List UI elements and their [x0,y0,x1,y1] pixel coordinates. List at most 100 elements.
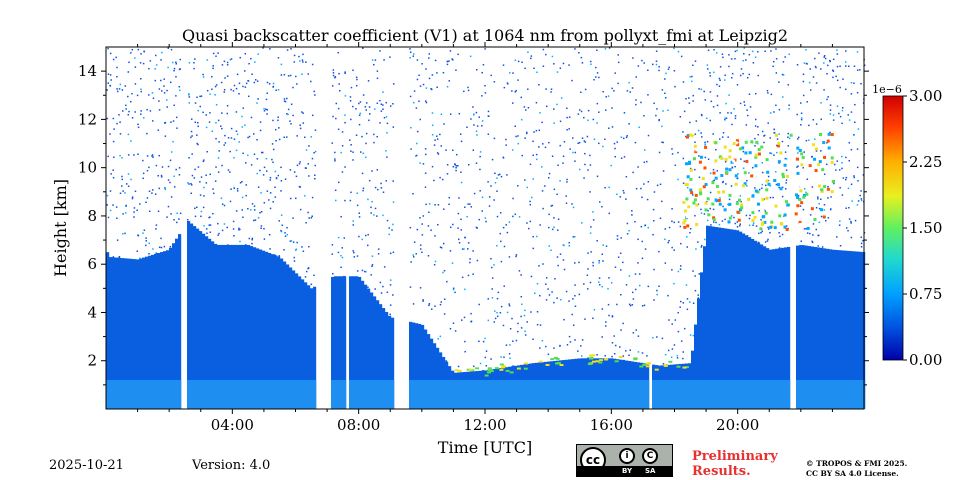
heatmap-noise-pixel [832,70,835,72]
heatmap-noise-pixel [700,244,703,247]
heatmap-noise-pixel [557,164,559,167]
heatmap-noise-pixel [272,148,275,151]
heatmap-noise-pixel [449,113,452,115]
heatmap-noise-pixel [221,127,223,130]
heatmap-noise-pixel [116,88,118,90]
heatmap-surface-layer [445,380,449,409]
heatmap-noise-pixel [446,60,449,63]
heatmap-surface-layer [229,380,233,409]
heatmap-noise-pixel [581,339,584,341]
heatmap-noise-pixel [860,236,862,239]
heatmap-surface-layer [607,380,611,409]
heatmap-noise-pixel [845,65,847,67]
heatmap-surface-layer [679,380,683,409]
heatmap-noise-pixel [626,135,628,137]
heatmap-noise-pixel [559,180,561,182]
heatmap-noise-pixel [472,106,474,108]
heatmap-noise-pixel [212,52,215,55]
heatmap-noise-pixel [379,281,382,284]
heatmap-noise-pixel [538,83,540,86]
cirrus-pixel [765,196,769,200]
heatmap-noise-pixel [601,336,603,338]
cirrus-pixel [683,209,687,213]
heatmap-noise-pixel [773,132,775,134]
heatmap-noise-pixel [205,126,208,129]
heatmap-noise-pixel [611,87,613,90]
heatmap-noise-pixel [277,116,279,118]
heatmap-surface-layer [613,380,617,409]
heatmap-noise-pixel [812,223,815,225]
heatmap-noise-pixel [506,82,509,84]
heatmap-noise-pixel [464,350,466,353]
heatmap-noise-pixel [565,290,568,293]
heatmap-noise-pixel [596,72,599,74]
heatmap-noise-pixel [724,161,727,163]
heatmap-noise-pixel [545,105,548,108]
cc-license-badge[interactable]: cc i C BY SA [576,444,673,477]
heatmap-noise-pixel [428,303,431,305]
heatmap-noise-pixel [532,140,534,143]
heatmap-noise-pixel [340,215,342,218]
heatmap-noise-pixel [539,324,542,326]
heatmap-noise-pixel [137,48,140,51]
heatmap-noise-pixel [823,209,826,211]
heatmap-noise-pixel [314,164,316,167]
heatmap-noise-pixel [149,110,152,112]
heatmap-noise-pixel [673,47,675,50]
heatmap-surface-layer [409,380,413,409]
heatmap-noise-pixel [547,353,550,356]
heatmap-noise-pixel [199,231,201,233]
heatmap-noise-pixel [421,63,423,65]
heatmap-noise-pixel [778,247,781,249]
cirrus-pixel [755,140,759,144]
cirrus-pixel [809,216,813,220]
heatmap-noise-pixel [209,216,211,218]
cirrus-pixel [800,201,804,205]
heatmap-noise-pixel [743,47,746,49]
heatmap-noise-pixel [263,166,266,169]
heatmap-noise-pixel [365,132,368,135]
heatmap-noise-pixel [686,246,689,248]
heatmap-noise-pixel [668,66,670,69]
heatmap-noise-pixel [665,72,667,75]
heatmap-noise-pixel [734,115,737,117]
heatmap-noise-pixel [712,133,714,135]
heatmap-noise-pixel [472,365,475,368]
heatmap-noise-pixel [164,121,167,124]
heatmap-noise-pixel [527,106,530,109]
cirrus-pixel [740,195,744,199]
heatmap-noise-pixel [455,169,457,172]
heatmap-noise-pixel [419,248,422,250]
heatmap-noise-pixel [356,270,359,272]
heatmap-noise-pixel [496,190,498,192]
heatmap-noise-pixel [485,220,487,223]
heatmap-noise-pixel [859,69,861,71]
heatmap-noise-pixel [551,291,553,293]
heatmap-noise-pixel [511,102,514,104]
heatmap-noise-pixel [662,141,664,144]
y-tick-label: 6 [87,255,97,273]
heatmap-noise-pixel [293,171,296,173]
heatmap-surface-layer [739,380,743,409]
heatmap-noise-pixel [263,107,265,110]
heatmap-noise-pixel [598,284,601,286]
heatmap-noise-pixel [239,182,242,184]
heatmap-noise-pixel [500,356,502,358]
heatmap-noise-pixel [515,339,518,342]
heatmap-noise-pixel [833,163,836,166]
heatmap-noise-pixel [856,166,859,169]
heatmap-noise-pixel [251,238,253,241]
heatmap-noise-pixel [626,90,629,92]
heatmap-noise-pixel [163,85,165,87]
heatmap-noise-pixel [802,167,804,169]
heatmap-noise-pixel [437,223,439,226]
heatmap-noise-pixel [296,83,298,85]
heatmap-noise-pixel [695,248,697,250]
heatmap-noise-pixel [608,212,610,215]
heatmap-noise-pixel [524,109,527,111]
heatmap-noise-pixel [493,264,495,266]
heatmap-noise-pixel [473,192,476,195]
cirrus-pixel [698,188,702,192]
heatmap-noise-pixel [142,159,144,162]
heatmap-noise-pixel [415,155,417,157]
